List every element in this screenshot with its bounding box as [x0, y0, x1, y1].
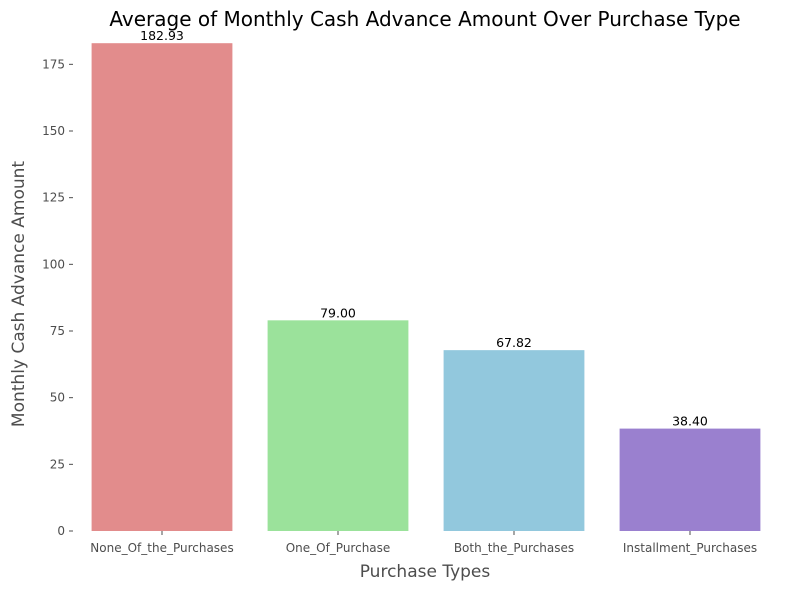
bar-installment-purchases	[619, 428, 761, 531]
x-tick-label: One_Of_Purchase	[286, 541, 391, 555]
data-label: 79.00	[320, 305, 356, 320]
bar-both-the-purchases	[443, 350, 585, 531]
x-tick-label: None_Of_the_Purchases	[90, 541, 233, 555]
y-axis: 0 25 50 75 100 125 150 175	[42, 57, 73, 538]
y-tick-label: 25	[50, 457, 65, 471]
x-tick-label: Installment_Purchases	[623, 541, 757, 555]
data-labels-group: 182.93 79.00 67.82 38.40	[140, 28, 708, 428]
x-axis: None_Of_the_Purchases One_Of_Purchase Both…	[90, 531, 757, 555]
data-label: 38.40	[672, 414, 708, 429]
data-label: 67.82	[496, 335, 532, 350]
bar-none-of-the-purchases	[91, 43, 233, 531]
data-label: 182.93	[140, 28, 184, 43]
y-tick-label: 100	[42, 257, 65, 271]
x-axis-label: Purchase Types	[360, 562, 491, 582]
y-tick-label: 175	[42, 57, 65, 71]
y-tick-label: 50	[50, 391, 65, 405]
chart-title: Average of Monthly Cash Advance Amount O…	[109, 7, 740, 31]
y-tick-label: 0	[57, 524, 65, 538]
y-tick-label: 125	[42, 191, 65, 205]
x-tick-label: Both_the_Purchases	[454, 541, 574, 555]
y-tick-label: 75	[50, 324, 65, 338]
y-tick-label: 150	[42, 124, 65, 138]
bars-group	[91, 43, 761, 531]
bar-one-of-purchase	[267, 320, 409, 531]
y-axis-label: Monthly Cash Advance Amount	[9, 161, 29, 428]
